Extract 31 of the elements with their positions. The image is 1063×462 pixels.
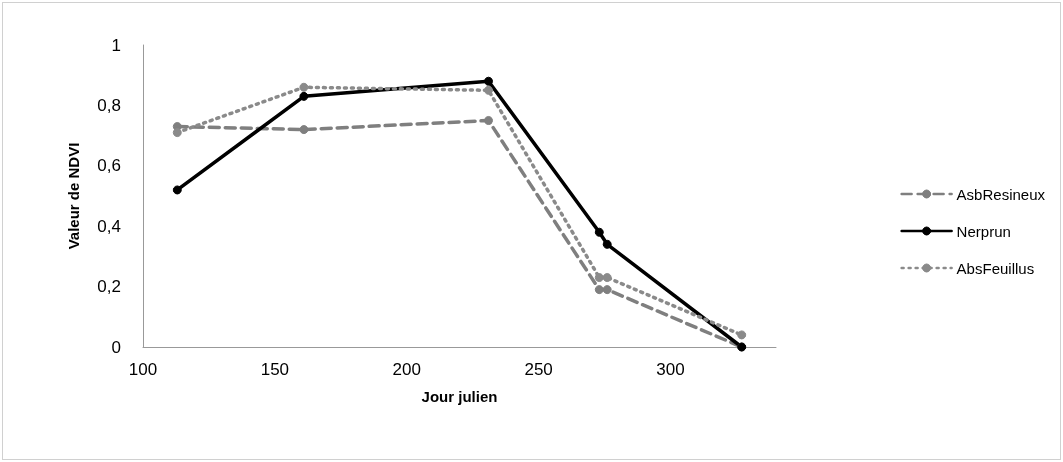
- point: [172, 185, 182, 195]
- point: [594, 273, 604, 283]
- y-tick-label: 0,8: [97, 95, 121, 115]
- y-tick-label: 0: [111, 337, 121, 357]
- point: [594, 227, 604, 237]
- x-tick-label: 300: [656, 360, 685, 379]
- x-tick-label: 250: [524, 360, 553, 379]
- legend-label: AsbResineux: [956, 185, 1046, 203]
- point: [602, 285, 612, 295]
- point: [737, 330, 747, 340]
- y-tick-label: 0,4: [97, 216, 121, 236]
- point: [299, 82, 309, 92]
- point: [602, 239, 612, 249]
- point: [484, 85, 494, 95]
- legend-label: Nerprun: [956, 222, 1011, 240]
- legend-label: AbsFeuillus: [956, 259, 1035, 277]
- point: [299, 125, 309, 135]
- point: [299, 91, 309, 101]
- x-tick-label: 100: [128, 360, 158, 379]
- y-tick-label: 0,6: [97, 156, 121, 176]
- y-axis-title: Valeur de NDVI: [65, 142, 82, 250]
- point: [484, 116, 494, 125]
- point: [484, 76, 494, 86]
- point: [172, 128, 182, 138]
- x-axis-title: Jour julien: [421, 388, 498, 405]
- point: [602, 273, 612, 283]
- x-tick-label: 150: [260, 360, 290, 379]
- x-tick-label: 200: [392, 360, 421, 379]
- y-tick-label: 0,2: [97, 277, 121, 297]
- point: [594, 285, 604, 295]
- y-tick-label: 1: [111, 35, 121, 55]
